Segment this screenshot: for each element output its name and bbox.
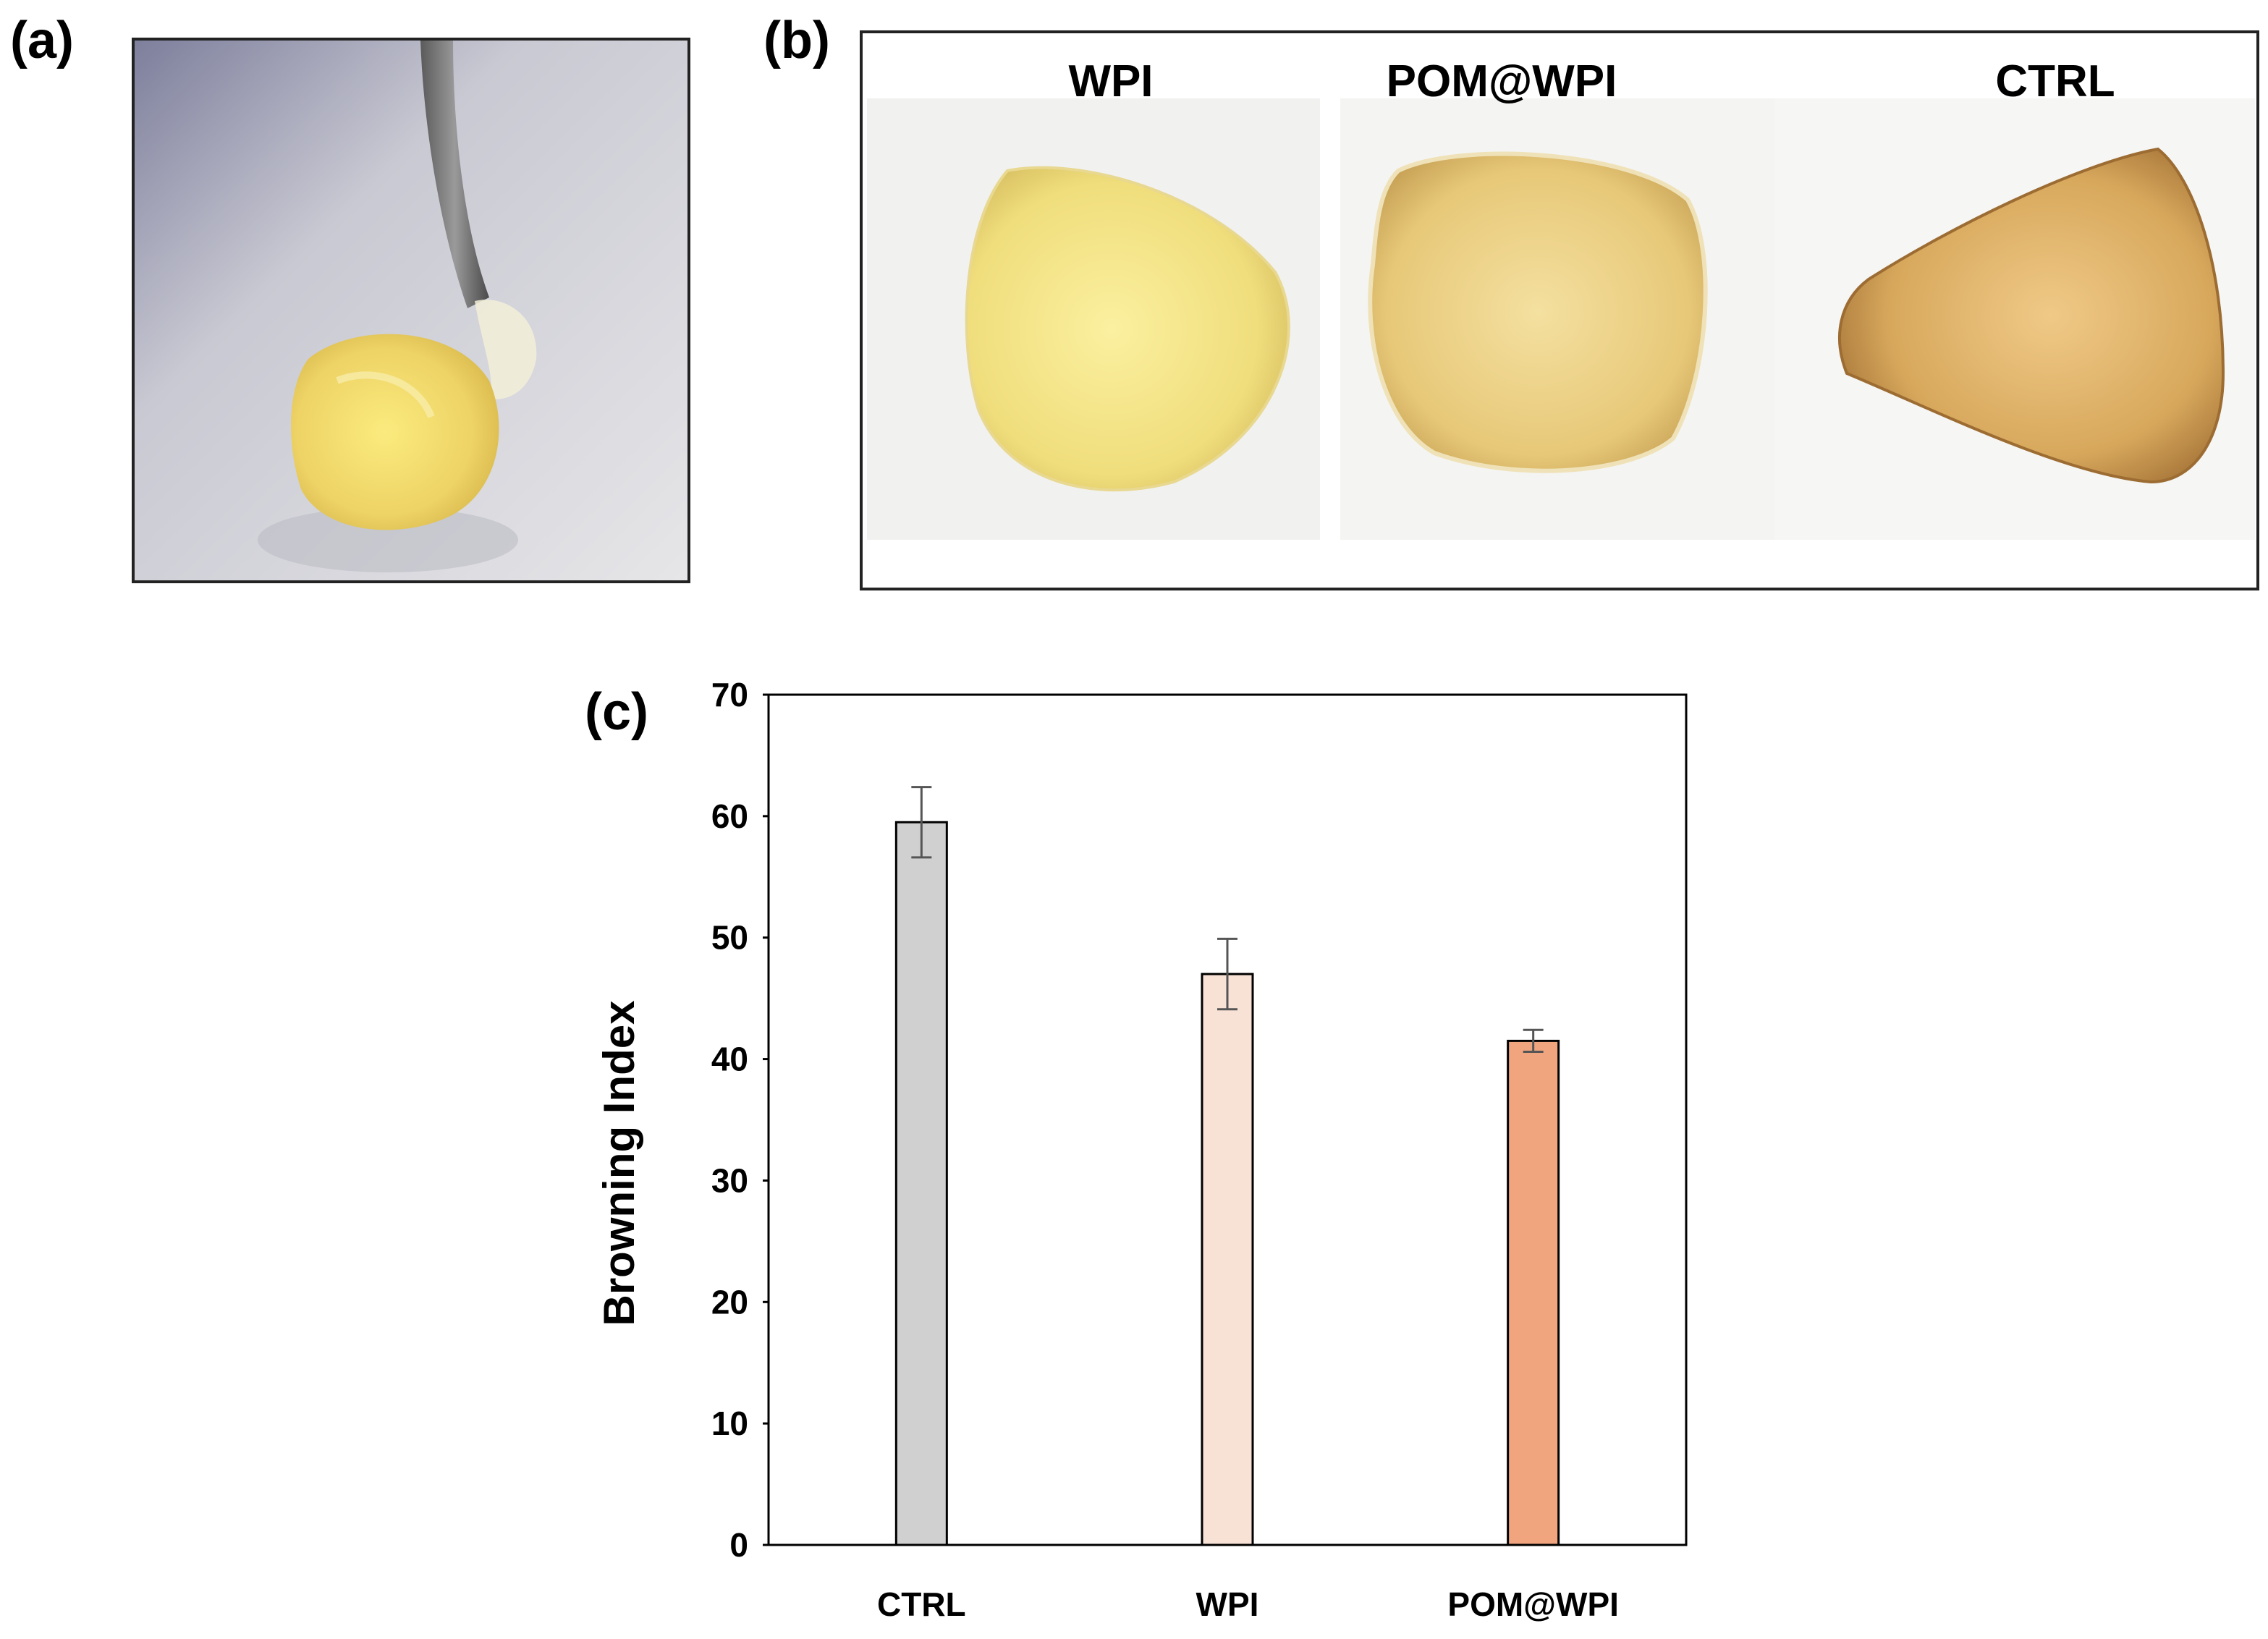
bar-pom-wpi — [1507, 1039, 1560, 1546]
x-tick-label: WPI — [1196, 1585, 1259, 1623]
panel-label-a: (a) — [10, 12, 74, 69]
y-tick-label: 20 — [711, 1283, 748, 1321]
y-tick-label: 10 — [711, 1405, 748, 1442]
panel-label-b: (b) — [763, 12, 830, 69]
bar-ctrl — [894, 821, 948, 1546]
photo-panel-a — [132, 38, 690, 583]
coated-potato-icon — [291, 334, 499, 530]
photo-panel-b — [860, 30, 2259, 590]
y-tick-label: 60 — [711, 797, 748, 835]
sample-label-pom-wpi: POM@WPI — [1386, 56, 1617, 106]
x-tick-label: CTRL — [877, 1585, 966, 1623]
potato-with-coating-photo — [135, 41, 687, 580]
y-tick-label: 70 — [711, 676, 748, 713]
pom-wpi-sample-icon — [1368, 151, 1708, 473]
sample-label-wpi: WPI — [1068, 56, 1154, 106]
y-tick-label: 50 — [711, 919, 748, 957]
y-axis-label: Browning Index — [595, 1001, 643, 1326]
spatula-icon — [420, 41, 489, 308]
peeled-film-icon — [475, 300, 537, 399]
y-tick-label: 30 — [711, 1161, 748, 1199]
sample-label-ctrl: CTRL — [1995, 56, 2115, 106]
x-tick-label: POM@WPI — [1447, 1585, 1619, 1623]
potato-samples-photo — [867, 98, 2255, 540]
panel-label-c: (c) — [585, 683, 648, 741]
y-tick-label: 40 — [711, 1041, 748, 1078]
y-tick-label: 0 — [729, 1526, 748, 1564]
ctrl-sample-icon — [1838, 147, 2225, 484]
plot-frame — [767, 693, 1688, 1546]
bar-wpi — [1201, 973, 1254, 1546]
wpi-sample-icon — [965, 166, 1290, 492]
